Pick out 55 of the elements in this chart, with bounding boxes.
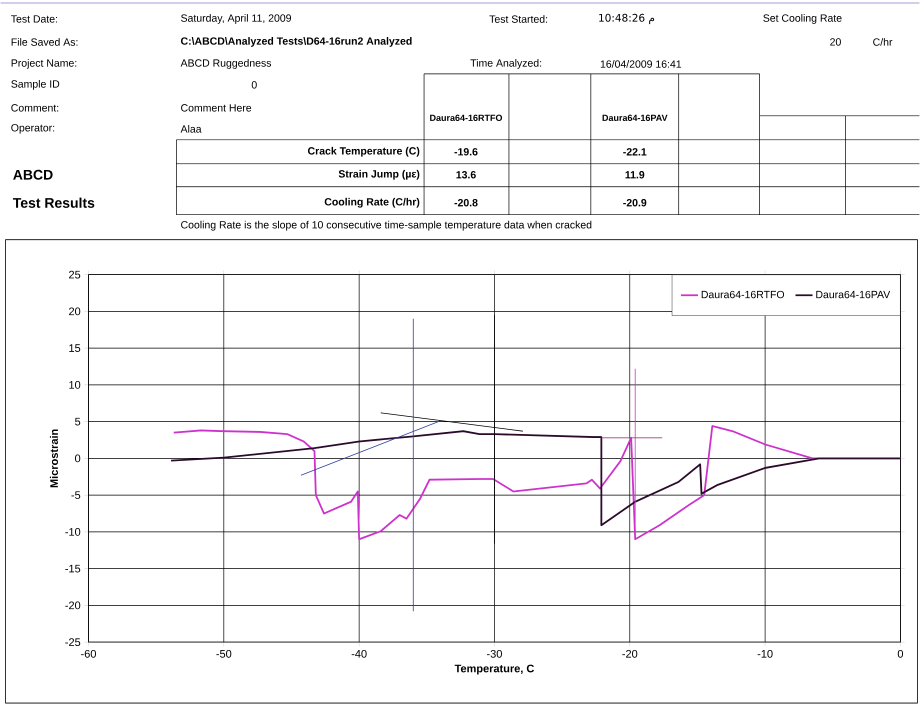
text: Strain Jump (µε) bbox=[338, 170, 420, 180]
text: 10:48:26 م bbox=[599, 14, 654, 24]
x-tick-label: -40 bbox=[352, 650, 367, 658]
text: 13.6 bbox=[456, 171, 476, 178]
x-axis-title: Temperature, C bbox=[454, 664, 534, 674]
y-tick-label: 15 bbox=[69, 344, 80, 352]
text: C:\ABCD\Analyzed Tests\D64-16run2 Analyzed bbox=[180, 37, 412, 47]
text: Set Cooling Rate bbox=[763, 14, 842, 24]
text: ABCD Ruggedness bbox=[180, 58, 272, 69]
text: Comment Here bbox=[181, 104, 252, 112]
y-tick-label: -15 bbox=[65, 564, 80, 572]
x-tick-label: -60 bbox=[81, 650, 96, 658]
text: Crack Temperature (C) bbox=[308, 146, 420, 157]
text: Time Analyzed: bbox=[470, 58, 542, 69]
y-tick-label: -20 bbox=[65, 601, 80, 610]
text: Daura64-16PAV bbox=[602, 114, 668, 121]
y-tick-label: 5 bbox=[75, 418, 80, 426]
text: Project Name: bbox=[12, 58, 76, 69]
text: 20 bbox=[830, 38, 841, 46]
x-tick-label: -50 bbox=[216, 650, 232, 658]
text: Test Results bbox=[12, 198, 94, 208]
y-tick-label: 25 bbox=[69, 270, 80, 278]
text: -19.6 bbox=[454, 148, 478, 156]
x-tick-label: -20 bbox=[622, 650, 638, 658]
x-tick-label: -30 bbox=[487, 650, 502, 658]
text: ABCD bbox=[13, 170, 53, 180]
text: Cooling Rate is the slope of 10 consecutive time-sample temperature data when cracked bbox=[181, 220, 592, 231]
text: Sample ID bbox=[11, 80, 60, 90]
legend-label: Daura64-16PAV bbox=[816, 290, 890, 298]
text: Saturday, April 11, 2009 bbox=[181, 14, 291, 24]
text: Alaa bbox=[180, 124, 202, 133]
text: Cooling Rate (C/hr) bbox=[324, 198, 420, 208]
x-tick-label: 0 bbox=[898, 650, 904, 658]
text: Test Started: bbox=[489, 15, 548, 23]
y-tick-label: -25 bbox=[65, 638, 80, 646]
x-tick-label: -10 bbox=[758, 650, 773, 658]
text: -20.9 bbox=[623, 198, 646, 206]
y-tick-label: 20 bbox=[69, 307, 80, 316]
text: File Saved As: bbox=[12, 38, 78, 46]
text: 0 bbox=[252, 81, 257, 89]
text: 16/04/2009 16:41 bbox=[600, 60, 682, 68]
y-tick-label: 10 bbox=[69, 380, 80, 389]
y-tick-label: -5 bbox=[71, 491, 80, 499]
legend-label: Daura64-16RTFO bbox=[702, 290, 784, 298]
text: Test Date: bbox=[11, 15, 58, 23]
text: 11.9 bbox=[626, 171, 644, 178]
text: Daura64-16RTFO bbox=[430, 114, 502, 121]
text: Comment: bbox=[11, 104, 58, 112]
y-tick-label: 0 bbox=[75, 454, 80, 462]
y-axis-title: Microstrain bbox=[50, 429, 58, 488]
text: C/hr bbox=[873, 38, 892, 46]
y-tick-label: -10 bbox=[65, 528, 80, 536]
text: -20.8 bbox=[454, 198, 478, 206]
text: -22.1 bbox=[623, 148, 646, 156]
text: Operator: bbox=[11, 124, 54, 134]
